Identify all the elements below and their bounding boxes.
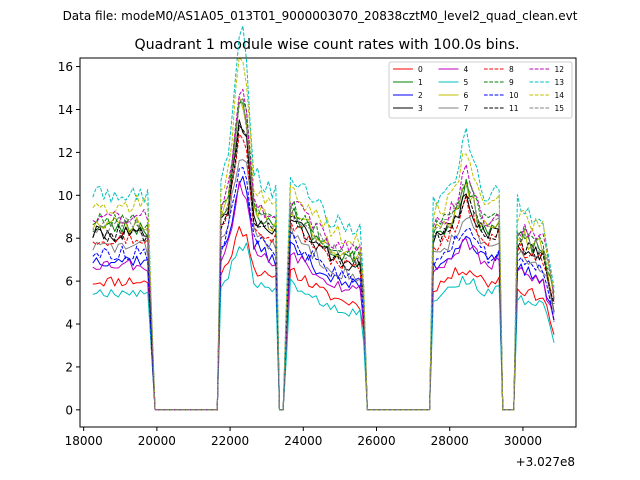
legend-label-2: 2 bbox=[418, 91, 423, 100]
legend-label-13: 13 bbox=[555, 78, 565, 87]
legend-label-9: 9 bbox=[509, 78, 514, 87]
legend-label-0: 0 bbox=[418, 65, 423, 74]
chart-title: Quadrant 1 module wise count rates with … bbox=[134, 37, 519, 53]
x-tick-label: 26000 bbox=[357, 434, 395, 448]
legend-label-6: 6 bbox=[464, 91, 469, 100]
series-line-1 bbox=[92, 101, 555, 411]
y-tick-label: 8 bbox=[65, 232, 73, 246]
y-axis: 0 2 4 6 8 10 12 14 16 bbox=[58, 60, 80, 417]
series-line-13 bbox=[92, 25, 555, 411]
legend-label-7: 7 bbox=[464, 104, 469, 113]
y-tick-label: 12 bbox=[58, 146, 73, 160]
y-tick-label: 10 bbox=[58, 189, 73, 203]
legend-label-11: 11 bbox=[509, 104, 519, 113]
y-tick-label: 2 bbox=[65, 360, 73, 374]
y-tick-label: 16 bbox=[58, 60, 73, 74]
x-tick-label: 24000 bbox=[284, 434, 322, 448]
legend-label-4: 4 bbox=[464, 65, 469, 74]
x-tick-label: 28000 bbox=[431, 434, 469, 448]
legend-label-3: 3 bbox=[418, 104, 423, 113]
x-tick-label: 20000 bbox=[138, 434, 176, 448]
y-tick-label: 6 bbox=[65, 275, 73, 289]
series-layer bbox=[92, 25, 555, 411]
x-tick-label: 30000 bbox=[504, 434, 542, 448]
series-line-12 bbox=[92, 88, 555, 411]
legend-label-14: 14 bbox=[555, 91, 565, 100]
y-tick-label: 4 bbox=[65, 318, 73, 332]
series-line-14 bbox=[92, 56, 555, 411]
series-line-8 bbox=[92, 133, 555, 411]
plot-area bbox=[79, 57, 577, 428]
y-tick-label: 14 bbox=[58, 103, 73, 117]
x-offset-label: +3.027e8 bbox=[516, 455, 575, 469]
suptitle: Data file: modeM0/AS1A05_013T01_90000030… bbox=[63, 9, 578, 23]
x-tick-label: 22000 bbox=[211, 434, 249, 448]
legend-label-15: 15 bbox=[555, 104, 565, 113]
x-tick-label: 18000 bbox=[65, 434, 103, 448]
legend-label-5: 5 bbox=[464, 78, 469, 87]
series-line-2 bbox=[92, 175, 555, 411]
legend-frame bbox=[388, 61, 573, 119]
legend-label-12: 12 bbox=[555, 65, 565, 74]
y-tick-label: 0 bbox=[65, 403, 73, 417]
legend-label-8: 8 bbox=[509, 65, 514, 74]
series-line-7 bbox=[92, 159, 555, 411]
x-axis: 18000 20000 22000 24000 26000 28000 30000 bbox=[65, 427, 542, 448]
legend-label-1: 1 bbox=[418, 78, 423, 87]
legend-label-10: 10 bbox=[509, 91, 519, 100]
series-line-15 bbox=[92, 98, 555, 411]
series-line-10 bbox=[92, 166, 555, 411]
